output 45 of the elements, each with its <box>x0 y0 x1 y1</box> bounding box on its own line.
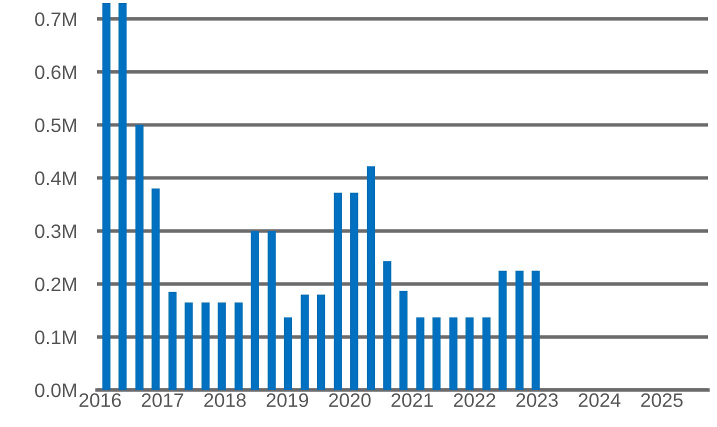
bar <box>482 317 490 390</box>
bar <box>383 261 392 390</box>
bar <box>466 317 474 390</box>
bar <box>184 302 193 390</box>
y-tick-label: 0.1M <box>35 330 76 344</box>
bar <box>532 270 540 390</box>
x-tick-label: 2025 <box>641 393 683 408</box>
bar <box>268 230 276 390</box>
bar <box>118 3 127 390</box>
y-tick-label: 0.3M <box>35 224 76 238</box>
bar <box>218 302 226 390</box>
bar <box>300 294 309 390</box>
y-tick-label: 0.6M <box>35 65 76 80</box>
bar <box>202 302 210 390</box>
bar <box>284 317 292 390</box>
bar <box>234 302 243 390</box>
x-tick-label: 2018 <box>204 393 246 408</box>
bar <box>432 317 441 390</box>
x-tick-label: 2024 <box>578 393 620 408</box>
x-tick-label: 2021 <box>392 393 433 408</box>
bar <box>416 317 424 390</box>
bar <box>102 3 110 390</box>
bar <box>449 317 458 390</box>
bar <box>250 230 259 390</box>
y-tick-label: 0.4M <box>35 171 76 186</box>
bar <box>334 192 342 390</box>
bar <box>515 270 524 390</box>
bar <box>168 292 177 390</box>
x-tick-label: 2016 <box>79 393 121 408</box>
bar <box>399 290 408 390</box>
bar <box>316 294 326 390</box>
y-tick-label: 0.0M <box>35 383 76 398</box>
bar <box>498 270 507 390</box>
x-tick-label: 2023 <box>516 393 558 408</box>
x-tick-label: 2017 <box>142 393 184 408</box>
x-tick-label: 2022 <box>454 393 496 408</box>
y-tick-label: 0.7M <box>35 12 76 26</box>
bar <box>350 192 358 390</box>
bar <box>152 188 160 390</box>
x-tick-label: 2020 <box>329 393 371 408</box>
x-tick-label: 2019 <box>266 393 308 408</box>
bar <box>366 166 376 390</box>
y-tick-label: 0.5M <box>35 118 76 132</box>
bar <box>135 124 144 390</box>
y-tick-label: 0.2M <box>35 277 76 292</box>
